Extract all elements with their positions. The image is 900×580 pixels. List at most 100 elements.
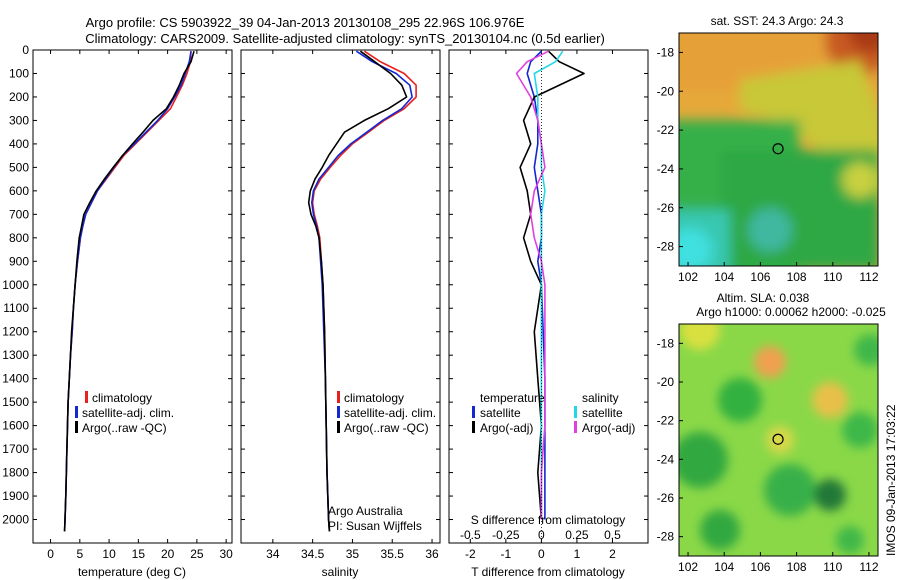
figure-title-line2: Climatology: CARS2009. Satellite-adjuste… [85,31,605,46]
depth-tick-label: 1400 [2,372,29,386]
salinity-legend: climatology satellite-adj. clim. Argo(..… [337,391,436,435]
depth-tick-label: 600 [9,184,29,198]
series-line-argo-raw-qc- [63,50,195,532]
depth-tick-label: 1200 [2,325,29,339]
credit-line1: Argo Australia [328,504,403,518]
sla-heatmap [679,324,878,556]
series-line-argo-raw-qc- [307,50,408,532]
legend-swatch-argo [75,421,78,433]
legend-swatch-climatology [337,391,340,403]
difference-profile-plot: -2 -1 0 1 2 -0.5 -0.25 0 0.25 0.5 [460,50,621,561]
legend-label: satellite [582,406,623,420]
map-x-tick-label: 104 [714,270,734,284]
map-x-tick-label: 102 [678,270,698,284]
sst-map-title: sat. SST: 24.3 Argo: 24.3 [711,14,844,28]
map-x-tick-label: 106 [750,560,770,574]
x-tick-label: 2 [609,547,616,561]
legend-swatch-satellite [75,406,78,418]
x-tick-label: 35 [346,547,360,561]
legend-label: satellite-adj. clim. [82,406,174,420]
map-y-tick-label: -26 [657,491,675,505]
map-y-tick-label: -22 [657,414,675,428]
sla-map-subtitle: Argo h1000: 0.00062 h2000: -0.025 [696,305,886,319]
map-x-tick-label: 110 [823,270,842,284]
sst-map-frame [678,32,879,267]
temperature-profile-plot: 0 5 10 15 20 25 30 [47,50,233,561]
series-line-climatology [311,50,417,532]
depth-tick-label: 700 [9,207,29,221]
x-tick-label: 5 [76,547,83,561]
depth-tick-label: 100 [9,66,29,80]
sst-map-axes: 102 104 106 108 110 112 -18 -20 -22 -24 -26 -28 [657,45,879,284]
x-tick-label: 10 [102,547,116,561]
map-x-tick-label: 108 [787,270,807,284]
depth-tick-label: 1600 [2,419,29,433]
legend-label: Argo(-adj) [480,421,533,435]
depth-tick-label: 900 [9,254,29,268]
temperature-legend: climatology satellite-adj. clim. Argo(..… [75,391,174,435]
legend-swatch-climatology [85,391,88,403]
map-y-tick-label: -24 [657,452,675,466]
depth-tick-label: 1300 [2,348,29,362]
x-tick-label: 1 [574,547,581,561]
legend-swatch-t-argo [472,421,475,433]
x-tick-label: -2 [465,547,476,561]
salinity-profile-plot: 34 34.5 35 35.5 36 [266,50,439,561]
legend-label: Argo(..raw -QC) [82,421,167,435]
legend-swatch-satellite [337,406,340,418]
map-y-tick-label: -22 [657,123,675,137]
x2-tick-label: -0.25 [492,528,520,542]
argo-position-marker [772,143,784,155]
x-tick-label: 20 [161,547,175,561]
legend-swatch-s-argo [574,421,577,433]
map-x-tick-label: 112 [859,560,878,574]
depth-tick-label: 800 [9,231,29,245]
series-line-satellite-adj-clim- [63,51,192,532]
sst-heatmap [679,33,878,266]
sla-map-title: Altim. SLA: 0.038 [717,291,810,305]
map-x-tick-label: 108 [787,560,807,574]
depth-tick-label: 2000 [2,513,29,527]
x2-tick-label: 0.25 [565,528,589,542]
depth-tick-label: 1100 [3,301,29,315]
map-y-tick-label: -18 [657,45,675,59]
series-line-s-argo-adj- [515,50,549,520]
depth-tick-label: 400 [9,137,29,151]
legend-label: satellite [480,406,521,420]
x-tick-label: 0 [538,547,545,561]
map-y-tick-label: -20 [657,84,675,98]
credit-line2: PI: Susan Wijffels [328,519,422,533]
argo-position-marker [772,433,784,445]
map-y-tick-label: -28 [657,240,675,254]
x-tick-label: 35.5 [381,547,405,561]
map-y-tick-label: -24 [657,162,675,176]
depth-tick-label: 300 [9,113,29,127]
salinity-plot-frame [240,49,441,544]
x-tick-label: 30 [219,547,233,561]
legend-label: climatology [344,391,404,405]
depth-tick-label: 1700 [2,442,29,456]
map-y-tick-label: -26 [657,201,675,215]
sla-map-axes: 102 104 106 108 110 112 -18 -20 -22 -24 -26 -28 [657,336,879,574]
x-tick-label: 15 [132,547,146,561]
legend-label: Argo(..raw -QC) [344,421,429,435]
x2-tick-label: 0 [538,528,545,542]
legend-label: Argo(-adj) [582,421,635,435]
x-tick-label: 34.5 [301,547,325,561]
x-tick-label: 36 [425,547,439,561]
series-line-climatology [63,51,192,532]
legend-swatch-argo [337,421,340,433]
map-x-tick-label: 110 [823,560,842,574]
map-y-tick-label: -20 [657,375,675,389]
map-y-tick-label: -18 [657,336,675,350]
x2-tick-label: -0.5 [460,528,481,542]
legend-swatch-s-satellite [574,406,577,418]
depth-tick-label: 200 [9,90,29,104]
map-x-tick-label: 112 [859,270,878,284]
legend-label: climatology [92,391,152,405]
t-difference-axis-label: T difference from climatology [471,565,625,579]
salinity-axis-label: salinity [322,565,359,579]
x-tick-label: 25 [190,547,204,561]
temperature-plot-frame [32,49,233,544]
